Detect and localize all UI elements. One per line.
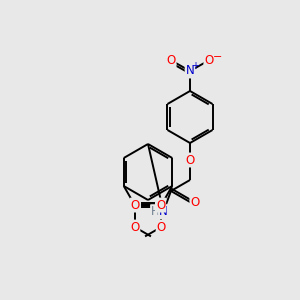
Text: O: O (185, 154, 195, 166)
Text: +: + (191, 61, 199, 71)
Text: −: − (213, 52, 223, 62)
Text: O: O (204, 53, 214, 67)
Text: O: O (131, 199, 140, 212)
Text: H: H (151, 205, 160, 218)
Text: O: O (157, 220, 166, 234)
Text: O: O (167, 53, 176, 67)
Text: N: N (186, 64, 194, 77)
Text: O: O (190, 196, 200, 208)
Text: O: O (130, 220, 140, 234)
Text: O: O (156, 199, 165, 212)
Text: N: N (159, 205, 168, 218)
